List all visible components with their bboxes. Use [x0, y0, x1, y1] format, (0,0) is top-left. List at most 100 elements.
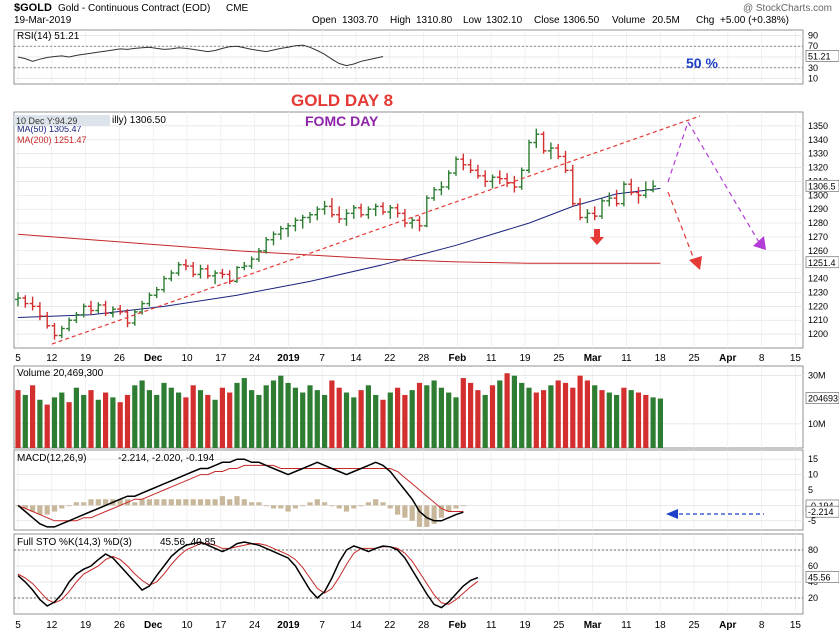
volume-bar — [519, 382, 525, 448]
volume-bar — [15, 390, 21, 448]
volume-bar — [584, 380, 590, 448]
ohlc-readout: Open 1303.70 High 1310.80 Low 1302.10 Cl… — [312, 15, 789, 26]
volume-bar — [88, 390, 94, 448]
macd-histogram-bar — [73, 502, 79, 506]
macd-panel-label: MACD(12,26,9) — [17, 453, 86, 464]
price-tick-label: 1240 — [808, 274, 828, 284]
price-tick-label: 1200 — [808, 329, 828, 339]
x-axis-top-tick-label: 10 — [181, 353, 193, 364]
volume-bar — [541, 390, 547, 448]
x-axis-bottom-tick-label: 25 — [553, 620, 565, 631]
close-label: Close — [534, 15, 560, 26]
volume-bar — [314, 390, 320, 448]
macd-histogram-bar — [205, 499, 211, 506]
volume-bar — [190, 385, 196, 448]
macd-tick-label: 10 — [808, 470, 818, 480]
macd-histogram-bar — [446, 505, 452, 512]
volume-bar — [161, 382, 167, 448]
macd-histogram-bar — [380, 502, 386, 506]
macd-histogram-bar — [66, 505, 72, 507]
macd-histogram-bar — [270, 505, 277, 509]
volume-bar — [446, 392, 452, 448]
price-last-value-box — [805, 179, 839, 192]
macd-histogram-bar — [103, 499, 109, 506]
volume-bar — [424, 385, 430, 448]
high-value: 1310.80 — [416, 15, 453, 26]
x-axis-bottom-tick-label: 25 — [688, 620, 700, 631]
volume-bar — [526, 387, 532, 448]
volume-bar — [343, 392, 350, 448]
projection-red-arrowhead — [689, 256, 702, 270]
x-axis-bottom-tick-label: 17 — [215, 620, 227, 631]
macd-histogram-bar — [37, 505, 43, 515]
sto-panel-label: Full STO %K(14,3) %D(3) — [17, 537, 132, 548]
x-axis-top-tick-label: 28 — [418, 353, 430, 364]
exchange-label: CME — [226, 3, 249, 14]
sto-last-value: 45.56 — [808, 573, 831, 583]
macd-histogram-bar — [146, 499, 152, 506]
hover-tag-box — [14, 115, 110, 126]
volume-bar — [570, 387, 576, 448]
volume-tick-label: 30M — [808, 371, 826, 381]
x-axis-bottom-tick-label: 11 — [621, 620, 632, 631]
volume-bar — [146, 390, 152, 448]
x-axis-bottom-tick-label: 28 — [418, 620, 430, 631]
x-axis-bottom-tick-label: 5 — [15, 620, 21, 631]
volume-bar — [37, 399, 43, 448]
volume-bar — [219, 387, 225, 448]
macd-histogram-bar — [234, 496, 240, 506]
volume-bar — [555, 380, 561, 448]
chg-label: Chg — [696, 15, 714, 26]
x-axis-top-tick-label: Apr — [719, 353, 736, 364]
price-tick-label: 1210 — [808, 315, 828, 325]
price-tick-label: 1230 — [808, 287, 828, 297]
volume-bar — [124, 394, 131, 448]
x-axis-bottom-tick-label: 12 — [46, 620, 58, 631]
macd-histogram-bar — [431, 505, 437, 524]
macd-histogram-bar — [358, 505, 364, 507]
volume-bar — [307, 385, 313, 448]
volume-bar — [30, 385, 36, 448]
volume-bar — [81, 394, 87, 448]
macd-histogram-bar — [241, 499, 247, 506]
volume-bar — [322, 394, 328, 448]
volume-panel — [13, 365, 804, 449]
macd-histogram-bar — [81, 502, 87, 506]
macd-histogram-bar — [51, 505, 58, 512]
x-axis-bottom-tick-label: 15 — [790, 620, 802, 631]
macd-histogram-bar — [409, 505, 415, 521]
x-axis-top-tick-label: 14 — [350, 353, 362, 364]
volume-bar — [489, 385, 496, 448]
volume-bar — [168, 387, 174, 448]
ma200-last-value: 1251.4 — [808, 258, 836, 268]
volume-bar — [614, 394, 620, 448]
macd-histogram-bar — [176, 499, 182, 506]
volume-bar — [234, 382, 240, 448]
volume-bar — [592, 385, 598, 448]
macd-histogram-bar — [395, 505, 401, 515]
volume-bar — [256, 394, 262, 448]
x-axis-bottom-tick-label: 18 — [655, 620, 667, 631]
volume-bar — [292, 387, 298, 448]
volume-bar — [562, 382, 569, 448]
projection-red-down — [667, 191, 696, 263]
macd-histogram-bar — [373, 499, 379, 506]
x-axis-bottom-tick-label: 8 — [759, 620, 765, 631]
x-axis-top-tick-label: 11 — [621, 353, 632, 364]
volume-bar — [657, 398, 663, 448]
volume-bar — [227, 392, 233, 448]
macd-histogram-bar — [329, 505, 335, 507]
close-value: 1306.50 — [563, 15, 600, 26]
volume-bar — [212, 399, 218, 448]
macd-histogram-bar — [300, 505, 306, 507]
volume-bar — [511, 375, 517, 448]
volume-bar — [504, 373, 510, 448]
volume-bar — [358, 390, 364, 448]
volume-bar — [285, 382, 291, 448]
trendline-support — [51, 115, 701, 345]
hover-tag: 10 Dec Y:94.29 — [16, 116, 77, 126]
x-axis-top-tick-label: Dec — [144, 353, 163, 364]
volume-bar — [577, 375, 583, 448]
x-axis-bottom-tick-label: Mar — [584, 620, 602, 631]
macd-histogram-bar — [402, 505, 408, 518]
